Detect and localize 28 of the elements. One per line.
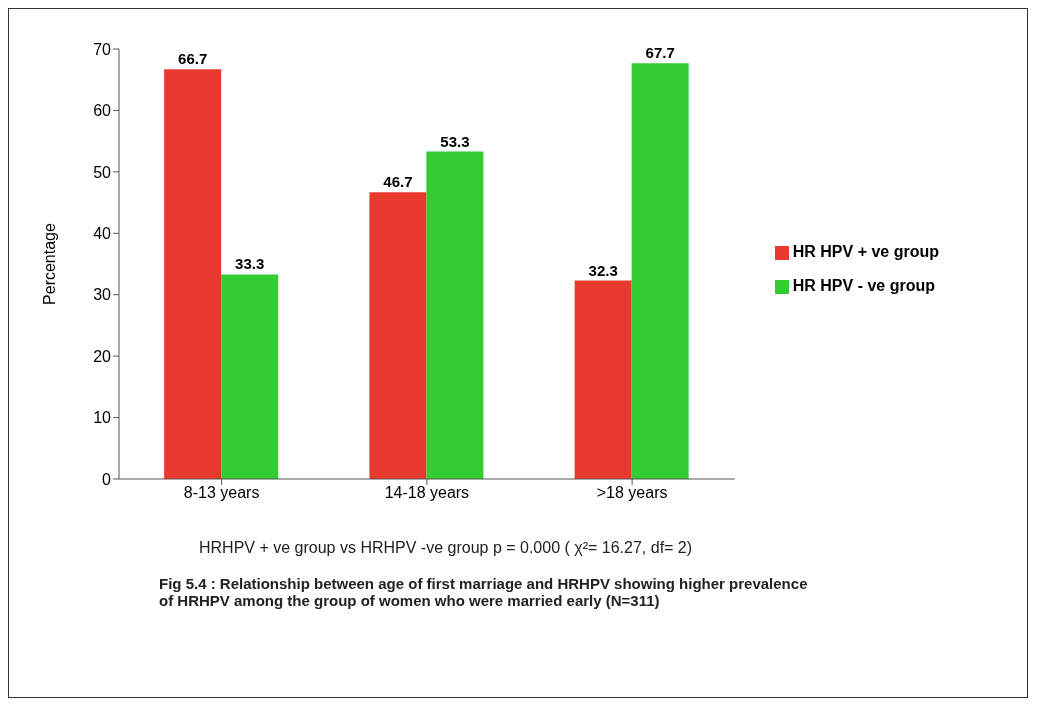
y-tick-label: 0 xyxy=(102,470,112,488)
legend-label: HR HPV - ve group xyxy=(792,277,935,294)
y-tick-label: 40 xyxy=(93,224,112,242)
y-tick-label: 60 xyxy=(93,102,112,120)
data-label: 32.3 xyxy=(588,261,618,279)
text: HRHPV + ve group vs HRHPV -ve group p = 0.000 ( χ²= 16.27, df= 2) xyxy=(199,539,694,557)
y-tick-label: 50 xyxy=(93,163,112,181)
y-tick-label: 10 xyxy=(93,409,112,427)
bar xyxy=(631,63,689,479)
data-label: 33.3 xyxy=(235,255,265,273)
bar xyxy=(369,192,427,479)
bar xyxy=(574,280,632,479)
y-tick-label: 30 xyxy=(93,286,112,304)
data-label: 53.3 xyxy=(440,132,470,150)
caption: Fig 5.4 : Relationship between age of first marriage and HRHPV showing higher prevalence of HRHPV among the group of women who were married early (N=311) xyxy=(159,575,809,609)
x-tick-label: >18 years xyxy=(596,484,668,502)
bar xyxy=(164,69,222,479)
data-label: 66.7 xyxy=(178,50,208,68)
data-label: 67.7 xyxy=(645,44,675,62)
legend-label: HR HPV + ve group xyxy=(792,243,939,260)
bar xyxy=(221,274,279,479)
bar xyxy=(426,151,484,479)
y-tick-label: 20 xyxy=(93,347,112,365)
y-axis-title: Percentage xyxy=(40,222,58,305)
y-tick-label: 70 xyxy=(93,40,112,58)
data-label: 46.7 xyxy=(383,173,413,191)
x-tick-label: 8-13 years xyxy=(183,484,260,502)
x-tick-label: 14-18 years xyxy=(384,484,470,502)
